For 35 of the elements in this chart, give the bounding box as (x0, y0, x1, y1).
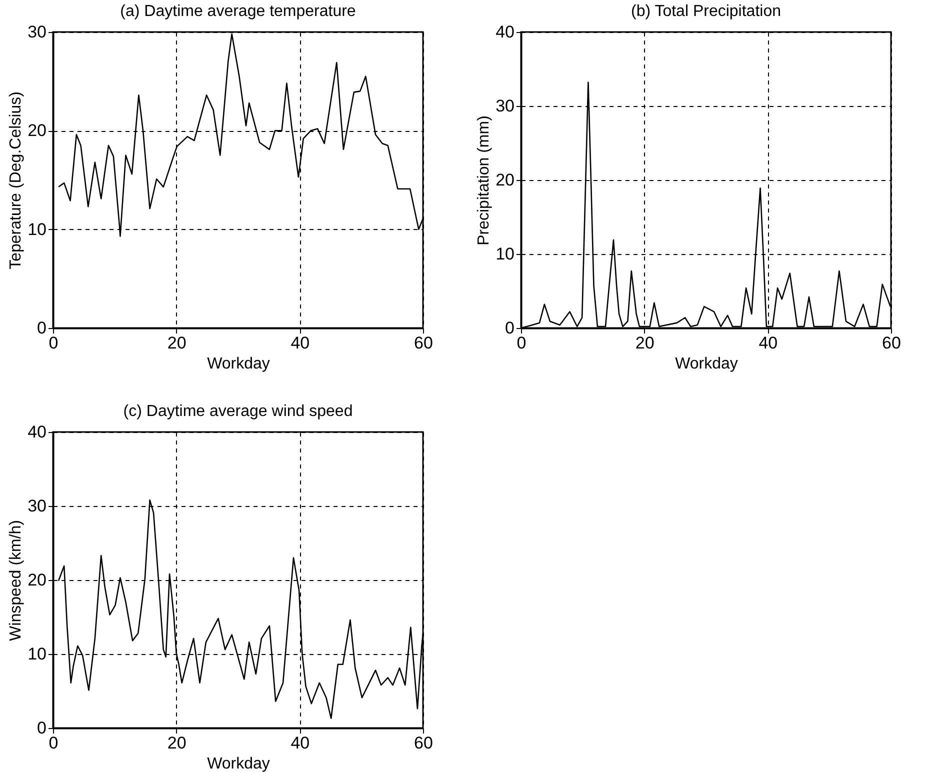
y-axis-title: Precipitation (mm) (476, 116, 493, 246)
x-tick-label: 60 (882, 334, 901, 352)
y-tick-label: 0 (37, 718, 46, 738)
y-tick-label: 30 (28, 22, 46, 42)
y-tick-label: 20 (496, 170, 514, 190)
y-tick-label: 10 (28, 220, 46, 239)
y-tick-label: 20 (28, 121, 46, 140)
x-tick-label: 20 (167, 334, 186, 352)
y-tick-label: 30 (28, 496, 46, 516)
x-tick-label: 40 (290, 334, 310, 352)
y-tick-label: 20 (28, 570, 46, 590)
x-tick-label: 60 (414, 334, 433, 352)
y-tick-label: 40 (28, 422, 46, 442)
x-axis-title: Workday (207, 356, 270, 372)
y-tick-label: 40 (496, 22, 514, 42)
y-tick-label: 30 (496, 96, 514, 116)
chart-title: (c) Daytime average wind speed (123, 403, 353, 420)
y-tick-label: 0 (505, 318, 514, 338)
x-tick-label: 0 (516, 334, 526, 352)
y-tick-label: 10 (28, 644, 46, 664)
chart-title: (b) Total Precipitation (631, 3, 781, 20)
y-tick-label: 10 (496, 244, 514, 264)
x-tick-label: 0 (48, 334, 58, 352)
y-tick-label: 0 (37, 318, 46, 338)
y-axis-title: Winspeed (km/h) (8, 520, 25, 641)
x-tick-label: 20 (635, 334, 654, 352)
x-tick-label: 40 (758, 334, 778, 352)
chart-title: (a) Daytime average temperature (120, 3, 356, 20)
x-axis-title: Workday (675, 356, 738, 372)
x-tick-label: 0 (48, 734, 58, 752)
x-tick-label: 60 (414, 734, 433, 752)
x-axis-title: Workday (207, 756, 270, 772)
x-tick-label: 20 (167, 734, 186, 752)
y-axis-title: Teperature (Deg.Celsius) (8, 92, 25, 270)
x-tick-label: 40 (290, 734, 310, 752)
